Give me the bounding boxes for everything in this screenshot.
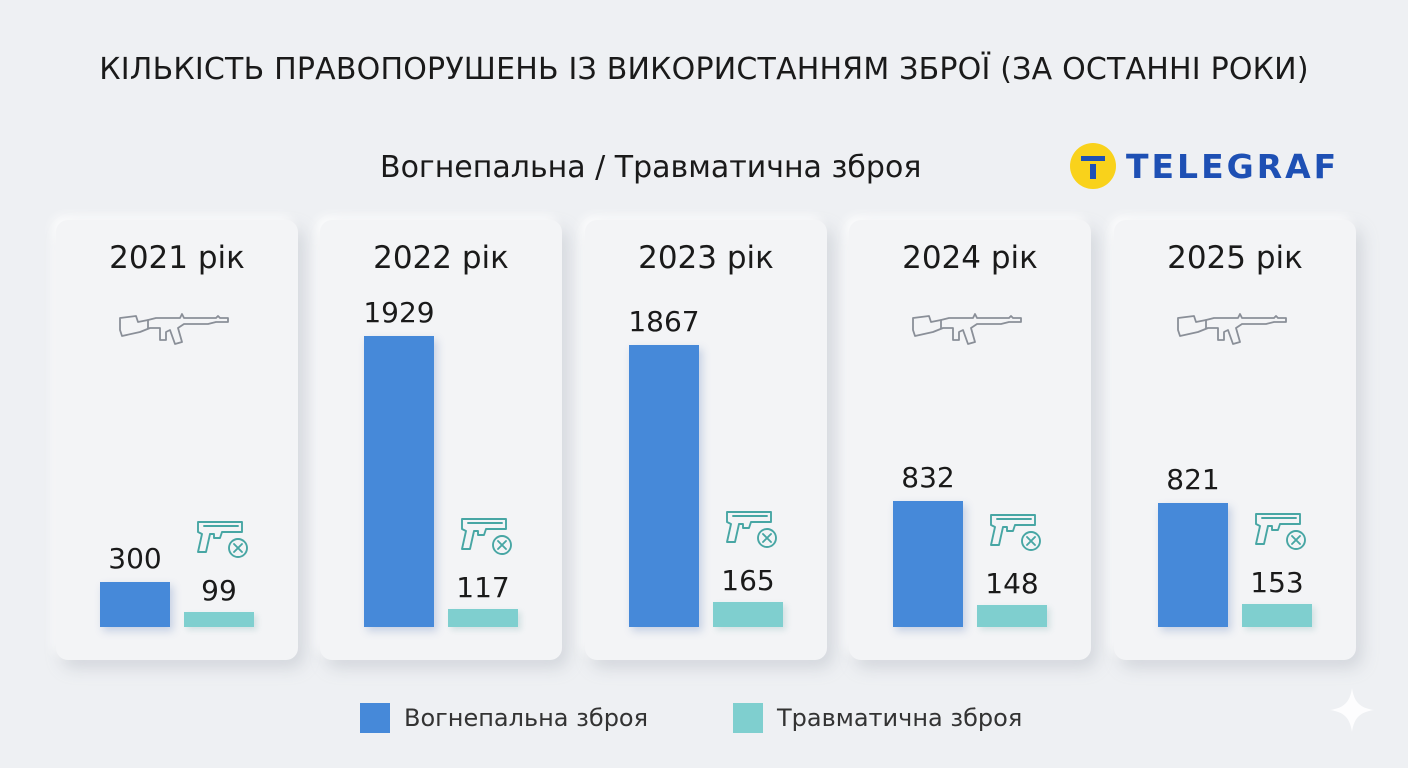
data-label-traumatic: 117 [456,571,510,604]
legend-swatch-traumatic [733,703,763,733]
year-card: 2024 рік 832 148 [849,220,1091,660]
category-label: 2023 рік [638,240,774,276]
year-card: 2022 рік 1929 117 [320,220,562,660]
data-label-traumatic: 99 [201,574,237,607]
rifle-icon [1176,306,1288,350]
pistol-icon [987,509,1045,555]
data-label-firearm: 300 [108,542,162,575]
legend-item-firearm: Вогнепальна зброя [360,700,648,736]
data-label-firearm: 821 [1166,463,1220,496]
logo-text: TELEGRAF [1126,146,1340,186]
sparkle-icon [1330,688,1374,732]
telegraf-logo-icon [1070,143,1116,189]
bar-traumatic [1242,604,1312,627]
legend-item-traumatic: Травматична зброя [733,700,1022,736]
chart-title: КІЛЬКІСТЬ ПРАВОПОРУШЕНЬ ІЗ ВИКОРИСТАННЯМ… [99,52,1309,87]
pistol-icon [1252,508,1310,554]
bar-firearm [364,336,434,627]
data-label-traumatic: 148 [985,567,1039,600]
data-label-traumatic: 165 [721,564,775,597]
data-label-traumatic: 153 [1250,566,1304,599]
year-card: 2021 рік 300 99 [56,220,298,660]
category-label: 2022 рік [373,240,509,276]
bar-traumatic [448,609,518,627]
bar-firearm [100,582,170,627]
category-label: 2024 рік [902,240,1038,276]
telegraf-logo: TELEGRAF [1070,143,1339,189]
category-label: 2025 рік [1167,240,1303,276]
pistol-icon [194,516,252,562]
bar-traumatic [713,602,783,627]
bar-firearm [629,345,699,627]
bar-firearm [1158,503,1228,627]
category-label: 2021 рік [109,240,245,276]
bar-traumatic [977,605,1047,627]
data-label-firearm: 832 [901,461,955,494]
pistol-icon [458,513,516,559]
rifle-icon [911,306,1023,350]
bar-traumatic [184,612,254,627]
data-label-firearm: 1929 [363,296,435,329]
data-label-firearm: 1867 [628,305,700,338]
legend-label-firearm: Вогнепальна зброя [404,704,649,732]
legend: Вогнепальна зброя Травматична зброя [0,700,1408,736]
chart-subtitle: Вогнепальна / Травматична зброя [380,150,922,185]
legend-swatch-firearm [360,703,390,733]
year-card: 2023 рік 1867 165 [585,220,827,660]
rifle-icon [118,306,230,350]
year-card: 2025 рік 821 153 [1114,220,1356,660]
bar-firearm [893,501,963,627]
pistol-icon [723,506,781,552]
legend-label-traumatic: Травматична зброя [777,704,1023,732]
